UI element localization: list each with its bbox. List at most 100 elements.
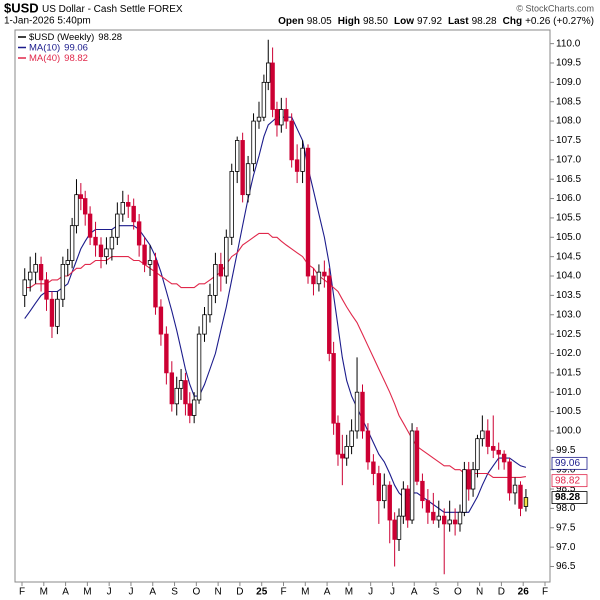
x-tick-label: S	[171, 587, 178, 598]
quote-value: +0.26 (+0.27%)	[525, 16, 594, 27]
security-name: US Dollar - Cash Settle FOREX	[42, 4, 183, 15]
y-tick-label: 96.5	[556, 561, 576, 572]
candle-body	[344, 446, 349, 459]
candle-body	[447, 519, 452, 525]
candle-body	[305, 147, 311, 277]
candle-body	[425, 500, 431, 513]
quote-label: High	[338, 16, 360, 27]
candle-body	[340, 453, 345, 459]
legend-name: MA(10)	[29, 42, 60, 53]
x-tick-label: N	[215, 587, 222, 598]
plot-frame	[14, 29, 551, 583]
candle-body	[414, 430, 420, 482]
x-tick-label: D	[236, 587, 243, 598]
candle-body	[147, 260, 153, 265]
candle-body	[401, 488, 406, 517]
x-tick-label: A	[324, 587, 331, 598]
candle-body	[69, 225, 75, 261]
candle-body	[322, 271, 327, 277]
candle-body	[491, 446, 496, 451]
quote-value: 98.05	[307, 16, 332, 27]
x-tick-label: A	[411, 587, 418, 598]
candle-body	[234, 140, 240, 172]
quote-value: 97.92	[417, 16, 442, 27]
x-tick-label: F	[280, 587, 286, 598]
price-box	[551, 491, 588, 504]
candle-body	[93, 236, 98, 246]
x-tick-label: A	[149, 587, 156, 598]
y-tick-label: 108.5	[556, 96, 581, 107]
y-tick-label: 106.0	[556, 193, 581, 204]
name: US Dollar - Cash Settle	[42, 4, 146, 15]
candle-body	[207, 294, 213, 316]
candle-body	[470, 469, 476, 490]
y-tick-label: 104.0	[556, 271, 581, 282]
y-tick-label: 107.5	[556, 135, 581, 146]
candle-body	[65, 260, 70, 265]
quote-label: Last	[448, 16, 469, 27]
legend-value: 98.82	[64, 53, 88, 64]
candle-body	[311, 275, 316, 285]
y-tick-label: 104.5	[556, 251, 581, 262]
candle-body	[462, 469, 467, 513]
candle-body	[44, 279, 49, 300]
x-tick-label: 26	[518, 587, 530, 598]
y-tick-label: 101.5	[556, 367, 581, 378]
candle-body	[174, 387, 179, 405]
y-tick-label: 102.5	[556, 329, 581, 340]
price-box	[551, 456, 588, 470]
candle-body	[153, 260, 158, 308]
candle-body	[300, 147, 305, 172]
price-box-label: 98.82	[555, 475, 580, 486]
candle-body	[420, 480, 425, 502]
y-tick-label: 109.5	[556, 58, 581, 69]
quote: Open 98.05 High 98.50 Low 97.92 Last 98.28 Chg +0…	[278, 16, 594, 27]
y-tick-label: 105.0	[556, 232, 581, 243]
candle-body	[218, 263, 224, 277]
legend-entry: MA(40) 98.82	[29, 53, 88, 64]
y-tick-label: 105.5	[556, 213, 581, 224]
exchange: FOREX	[148, 4, 183, 15]
candle-body	[475, 438, 480, 471]
candle-body	[365, 430, 371, 463]
candle-body	[327, 275, 332, 354]
y-tick-label: 106.5	[556, 174, 581, 185]
candle-body	[523, 497, 529, 507]
candle-body	[436, 515, 441, 521]
candle-body	[49, 298, 55, 327]
candle-body	[60, 263, 66, 300]
price-box-label: 98.28	[555, 492, 580, 503]
candle-body	[196, 333, 202, 401]
candle-body	[115, 213, 120, 238]
x-tick-label: O	[454, 587, 462, 598]
y-tick-label: 103.5	[556, 290, 581, 301]
candle-body	[431, 511, 436, 521]
candle-body	[33, 263, 38, 273]
candle-body	[224, 236, 229, 277]
candle-body	[74, 194, 79, 227]
candle-body	[409, 430, 415, 521]
legend-name: $USD (Weekly)	[29, 32, 94, 43]
legend-value: 99.06	[64, 42, 88, 53]
y-tick-label: 109.0	[556, 77, 581, 88]
candle-body	[349, 430, 354, 447]
candle-body	[104, 248, 109, 258]
candle-body	[256, 116, 262, 122]
x-tick-label: F	[542, 587, 548, 598]
ma-line	[24, 116, 527, 513]
candle-body	[98, 244, 104, 258]
candle-body	[457, 511, 463, 525]
y-tick-label: 110.0	[556, 38, 581, 49]
quote-label: Open	[278, 16, 304, 27]
candle-body	[274, 109, 280, 126]
candle-body	[266, 62, 271, 83]
candle-body	[229, 171, 234, 238]
candle-body	[354, 391, 360, 432]
candle-body	[485, 430, 490, 447]
candle-body	[109, 236, 115, 250]
candle-body	[512, 484, 518, 494]
candle-body	[279, 109, 284, 126]
candle-body	[396, 515, 402, 540]
candle-body	[335, 422, 341, 455]
y-tick-label: 101.0	[556, 387, 581, 398]
